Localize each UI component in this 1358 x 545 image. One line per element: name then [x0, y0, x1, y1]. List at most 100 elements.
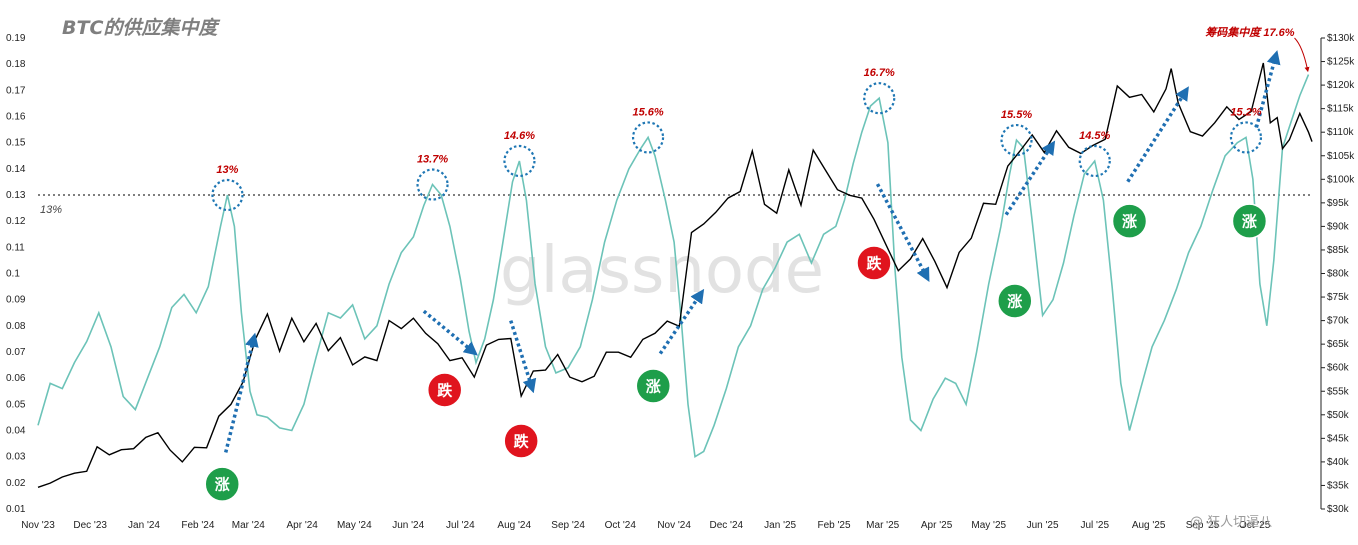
y-right-tick-label: $95k — [1327, 198, 1350, 209]
trend-arrow — [224, 332, 259, 453]
badge-text: 跌 — [437, 381, 453, 399]
badge-text: 跌 — [514, 432, 530, 450]
x-tick-label: Feb '24 — [181, 520, 214, 531]
y-left-tick-label: 0.09 — [6, 295, 26, 306]
down-badge — [426, 372, 463, 408]
y-right-tick-label: $85k — [1327, 245, 1350, 256]
x-tick-label: May '24 — [337, 520, 372, 531]
peak-label: 15.5% — [1001, 109, 1032, 121]
x-tick-label: Jun '25 — [1027, 520, 1059, 531]
x-tick-label: Jul '25 — [1080, 520, 1109, 531]
x-tick-label: May '25 — [971, 520, 1006, 531]
watermark: glassnode — [500, 234, 824, 308]
peak-circle — [1078, 144, 1111, 178]
up-badge — [997, 283, 1033, 319]
y-right-tick-label: $90k — [1327, 221, 1350, 232]
y-right-tick-label: $130k — [1327, 33, 1355, 44]
peak-circle — [631, 121, 665, 154]
y-right-tick-label: $115k — [1327, 104, 1355, 115]
y-right-tick-label: $40k — [1327, 457, 1350, 468]
y-left-tick-label: 0.08 — [6, 321, 26, 332]
y-left-tick-label: 0.02 — [6, 478, 26, 489]
y-right-tick-label: $105k — [1327, 151, 1355, 162]
y-left-tick-label: 0.11 — [6, 242, 25, 253]
y-left-tick-label: 0.13 — [6, 190, 26, 201]
y-right-tick-label: $110k — [1327, 127, 1355, 138]
y-right-tick-label: $75k — [1327, 292, 1350, 303]
y-left-tick-label: 0.19 — [6, 33, 26, 44]
x-tick-label: Dec '23 — [73, 520, 107, 531]
peak-label: 14.5% — [1079, 130, 1110, 142]
peak-label: 15.2% — [1230, 106, 1261, 118]
y-left-tick-label: 0.14 — [6, 164, 26, 175]
last-concentration-arrow — [1294, 37, 1310, 73]
x-tick-label: Sep '24 — [551, 520, 585, 531]
x-tick-label: Nov '24 — [657, 520, 691, 531]
trend-arrow — [875, 183, 930, 283]
y-left-tick-label: 0.16 — [6, 112, 26, 123]
peak-annotations: 13% 13.7% 14.6% 15.6% 16.7% 15.5% 14.5% 15.2% — [211, 67, 1263, 212]
y-right-tick-label: $80k — [1327, 269, 1350, 280]
y-right-tick-label: $100k — [1327, 174, 1355, 185]
y-left-tick-label: 0.01 — [6, 504, 26, 515]
x-tick-label: Aug '24 — [497, 520, 531, 531]
x-tick-label: Oct '25 — [1239, 520, 1271, 531]
y-right-tick-label: $70k — [1327, 316, 1350, 327]
peak-label: 13% — [216, 164, 238, 176]
last-concentration-label: 筹码集中度 17.6% — [1205, 26, 1294, 39]
x-tick-label: Jun '24 — [392, 520, 424, 531]
x-tick-label: Dec '24 — [709, 520, 743, 531]
x-tick-label: Apr '25 — [921, 520, 953, 531]
peak-circle — [1229, 121, 1263, 154]
x-tick-label: Apr '24 — [286, 520, 318, 531]
badge-text: 涨 — [1122, 213, 1137, 231]
badge-text: 涨 — [215, 476, 230, 494]
peak-circle — [503, 144, 536, 178]
down-badge — [856, 245, 892, 281]
trend-arrow — [1254, 50, 1281, 128]
x-tick-label: Feb '25 — [818, 520, 851, 531]
peak-circle — [863, 82, 896, 115]
y-right-tick-label: $60k — [1327, 363, 1350, 374]
badge-text: 涨 — [1242, 213, 1257, 231]
up-badge — [1111, 203, 1148, 239]
corner-watermark: @ 狂人切逼八 — [1190, 515, 1272, 530]
up-badge — [635, 368, 672, 404]
y-right-tick-label: $125k — [1327, 57, 1355, 68]
y-right-tick-label: $35k — [1327, 480, 1350, 491]
x-tick-label: Jan '24 — [128, 520, 160, 531]
x-tick-label: Jan '25 — [764, 520, 796, 531]
y-right-tick-label: $30k — [1327, 504, 1350, 515]
trend-arrows — [224, 50, 1281, 453]
trend-arrow — [1004, 140, 1056, 216]
y-right-tick-label: $120k — [1327, 80, 1355, 91]
up-badge — [1231, 203, 1268, 239]
reference-line-label: 13% — [40, 204, 62, 216]
trend-badges: 涨跌跌涨跌涨涨涨 — [204, 203, 1268, 502]
badge-text: 涨 — [1007, 292, 1022, 310]
chart-title: BTC的供应集中度 — [62, 17, 220, 39]
concentration-series-line — [37, 74, 1310, 459]
y-left-tick-label: 0.07 — [6, 347, 26, 358]
y-left-tick-label: 0.17 — [6, 85, 26, 96]
y-left-tick-label: 0.12 — [6, 216, 26, 227]
down-badge — [503, 423, 539, 459]
x-tick-label: Mar '24 — [232, 520, 265, 531]
badge-text: 跌 — [867, 255, 883, 273]
peak-circle — [211, 178, 244, 212]
y-left-tick-label: 0.06 — [6, 373, 26, 384]
peak-label: 14.6% — [504, 130, 535, 142]
y-left-tick-label: 0.15 — [6, 138, 26, 149]
x-tick-label: Nov '23 — [21, 520, 55, 531]
trend-arrow — [422, 309, 478, 356]
x-tick-label: Jul '24 — [446, 520, 475, 531]
x-tick-label: Aug '25 — [1132, 520, 1166, 531]
badge-text: 涨 — [646, 378, 661, 396]
x-axis: Nov '23 Dec '23 Jan '24 Feb '24 Mar '24 Apr '… — [21, 520, 1271, 531]
peak-circle — [416, 168, 449, 201]
x-tick-label: Mar '25 — [866, 520, 899, 531]
peak-circle — [1000, 123, 1033, 157]
y-left-tick-label: 0.18 — [6, 59, 26, 70]
y-right-tick-label: $45k — [1327, 433, 1350, 444]
